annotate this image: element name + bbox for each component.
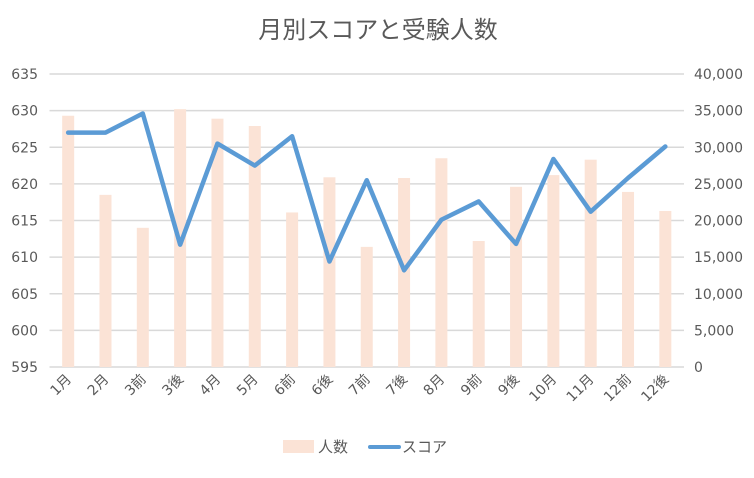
left-tick-label: 625 bbox=[11, 140, 38, 156]
left-tick-label: 610 bbox=[11, 250, 38, 266]
x-tick-label: 2月 bbox=[85, 372, 113, 400]
legend-label-bar: 人数 bbox=[318, 438, 348, 456]
right-tick-label: 5,000 bbox=[694, 323, 734, 339]
bar-3前 bbox=[137, 228, 149, 367]
bar-1月 bbox=[62, 116, 74, 367]
right-tick-label: 0 bbox=[694, 360, 703, 376]
x-tick-label: 5月 bbox=[234, 372, 262, 400]
x-tick-label: 12前 bbox=[600, 371, 635, 406]
bar-10月 bbox=[547, 175, 559, 367]
x-tick-label: 10月 bbox=[526, 372, 560, 406]
bar-11月 bbox=[585, 160, 597, 367]
line-series bbox=[68, 113, 665, 270]
bar-2月 bbox=[99, 195, 111, 367]
legend: 人数 スコア bbox=[283, 438, 447, 456]
left-tick-label: 605 bbox=[11, 287, 38, 303]
bar-7前 bbox=[361, 247, 373, 367]
right-axis: 0 5,000 10,000 15,000 20,000 25,000 30,000 35,0… bbox=[694, 67, 743, 376]
x-tick-label: 3後 bbox=[159, 372, 187, 400]
bar-8月 bbox=[435, 158, 447, 367]
x-tick-label: 3前 bbox=[121, 371, 149, 399]
bar-12後 bbox=[659, 211, 671, 367]
left-tick-label: 615 bbox=[11, 214, 38, 230]
bar-9前 bbox=[473, 241, 485, 367]
right-tick-label: 15,000 bbox=[694, 250, 743, 266]
x-tick-label: 12後 bbox=[638, 372, 672, 406]
x-tick-label: 6前 bbox=[271, 371, 299, 399]
right-tick-label: 25,000 bbox=[694, 177, 743, 193]
right-tick-label: 10,000 bbox=[694, 287, 743, 303]
x-tick-label: 4月 bbox=[197, 372, 225, 400]
left-tick-label: 600 bbox=[11, 323, 38, 339]
left-tick-label: 630 bbox=[11, 104, 38, 120]
chart-title: 月別スコアと受験人数 bbox=[258, 16, 498, 44]
right-tick-label: 35,000 bbox=[694, 104, 743, 120]
left-axis: 595 600 605 610 615 620 625 630 635 bbox=[11, 67, 38, 376]
x-tick-label: 9前 bbox=[457, 371, 485, 399]
right-tick-label: 20,000 bbox=[694, 214, 743, 230]
bar-12前 bbox=[622, 192, 634, 367]
x-tick-label: 7後 bbox=[383, 372, 411, 400]
x-tick-label: 7前 bbox=[345, 371, 373, 399]
x-tick-label: 8月 bbox=[421, 372, 449, 400]
score-line bbox=[68, 114, 665, 271]
right-tick-label: 30,000 bbox=[694, 140, 743, 156]
legend-label-line: スコア bbox=[402, 438, 447, 456]
legend-swatch-bar bbox=[283, 440, 314, 453]
bar-9後 bbox=[510, 187, 522, 367]
x-tick-label: 11月 bbox=[564, 372, 598, 406]
bar-6後 bbox=[323, 177, 335, 367]
bar-6前 bbox=[286, 212, 298, 367]
left-tick-label: 635 bbox=[11, 67, 38, 83]
x-tick-label: 9後 bbox=[495, 372, 523, 400]
x-tick-label: 6後 bbox=[309, 372, 337, 400]
left-tick-label: 620 bbox=[11, 177, 38, 193]
right-tick-label: 40,000 bbox=[694, 67, 743, 83]
x-tick-label: 1月 bbox=[47, 372, 75, 400]
left-tick-label: 595 bbox=[11, 360, 38, 376]
